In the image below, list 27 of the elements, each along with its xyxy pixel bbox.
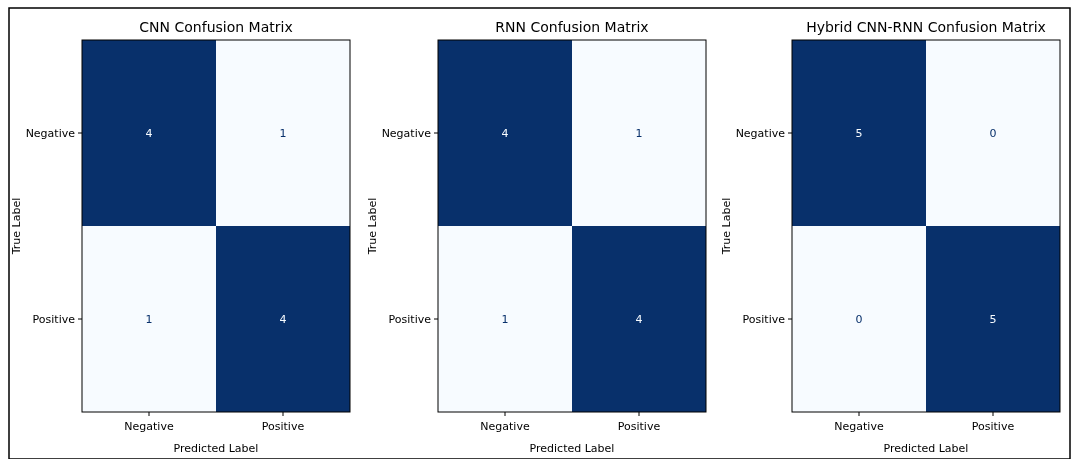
x-tick-label: Positive [617, 420, 661, 433]
y-axis-title: True Label [720, 197, 733, 256]
x-axis-title: Predicted Label [173, 442, 259, 455]
chart-title: RNN Confusion Matrix [495, 19, 649, 35]
data-label: 0 [989, 126, 997, 140]
data-label: 0 [855, 312, 863, 326]
x-tick-label: Negative [834, 420, 884, 433]
data-label: 4 [279, 312, 287, 326]
data-label: 4 [635, 312, 643, 326]
y-axis-title: True Label [10, 197, 23, 256]
chart-title: Hybrid CNN-RNN Confusion Matrix [806, 19, 1046, 35]
chart-title: CNN Confusion Matrix [139, 19, 293, 35]
data-label: 1 [635, 126, 643, 140]
x-tick-label: Positive [261, 420, 305, 433]
x-tick-label: Negative [480, 420, 530, 433]
data-label: 4 [501, 126, 509, 140]
data-label: 4 [145, 126, 153, 140]
data-label: 5 [855, 126, 863, 140]
data-label: 1 [279, 126, 287, 140]
data-label: 5 [989, 312, 997, 326]
data-label: 1 [145, 312, 153, 326]
data-label: 1 [501, 312, 509, 326]
x-axis-title: Predicted Label [883, 442, 969, 455]
y-axis-title: True Label [366, 197, 379, 256]
x-tick-label: Positive [971, 420, 1015, 433]
x-tick-label: Negative [124, 420, 174, 433]
x-axis-title: Predicted Label [529, 442, 615, 455]
